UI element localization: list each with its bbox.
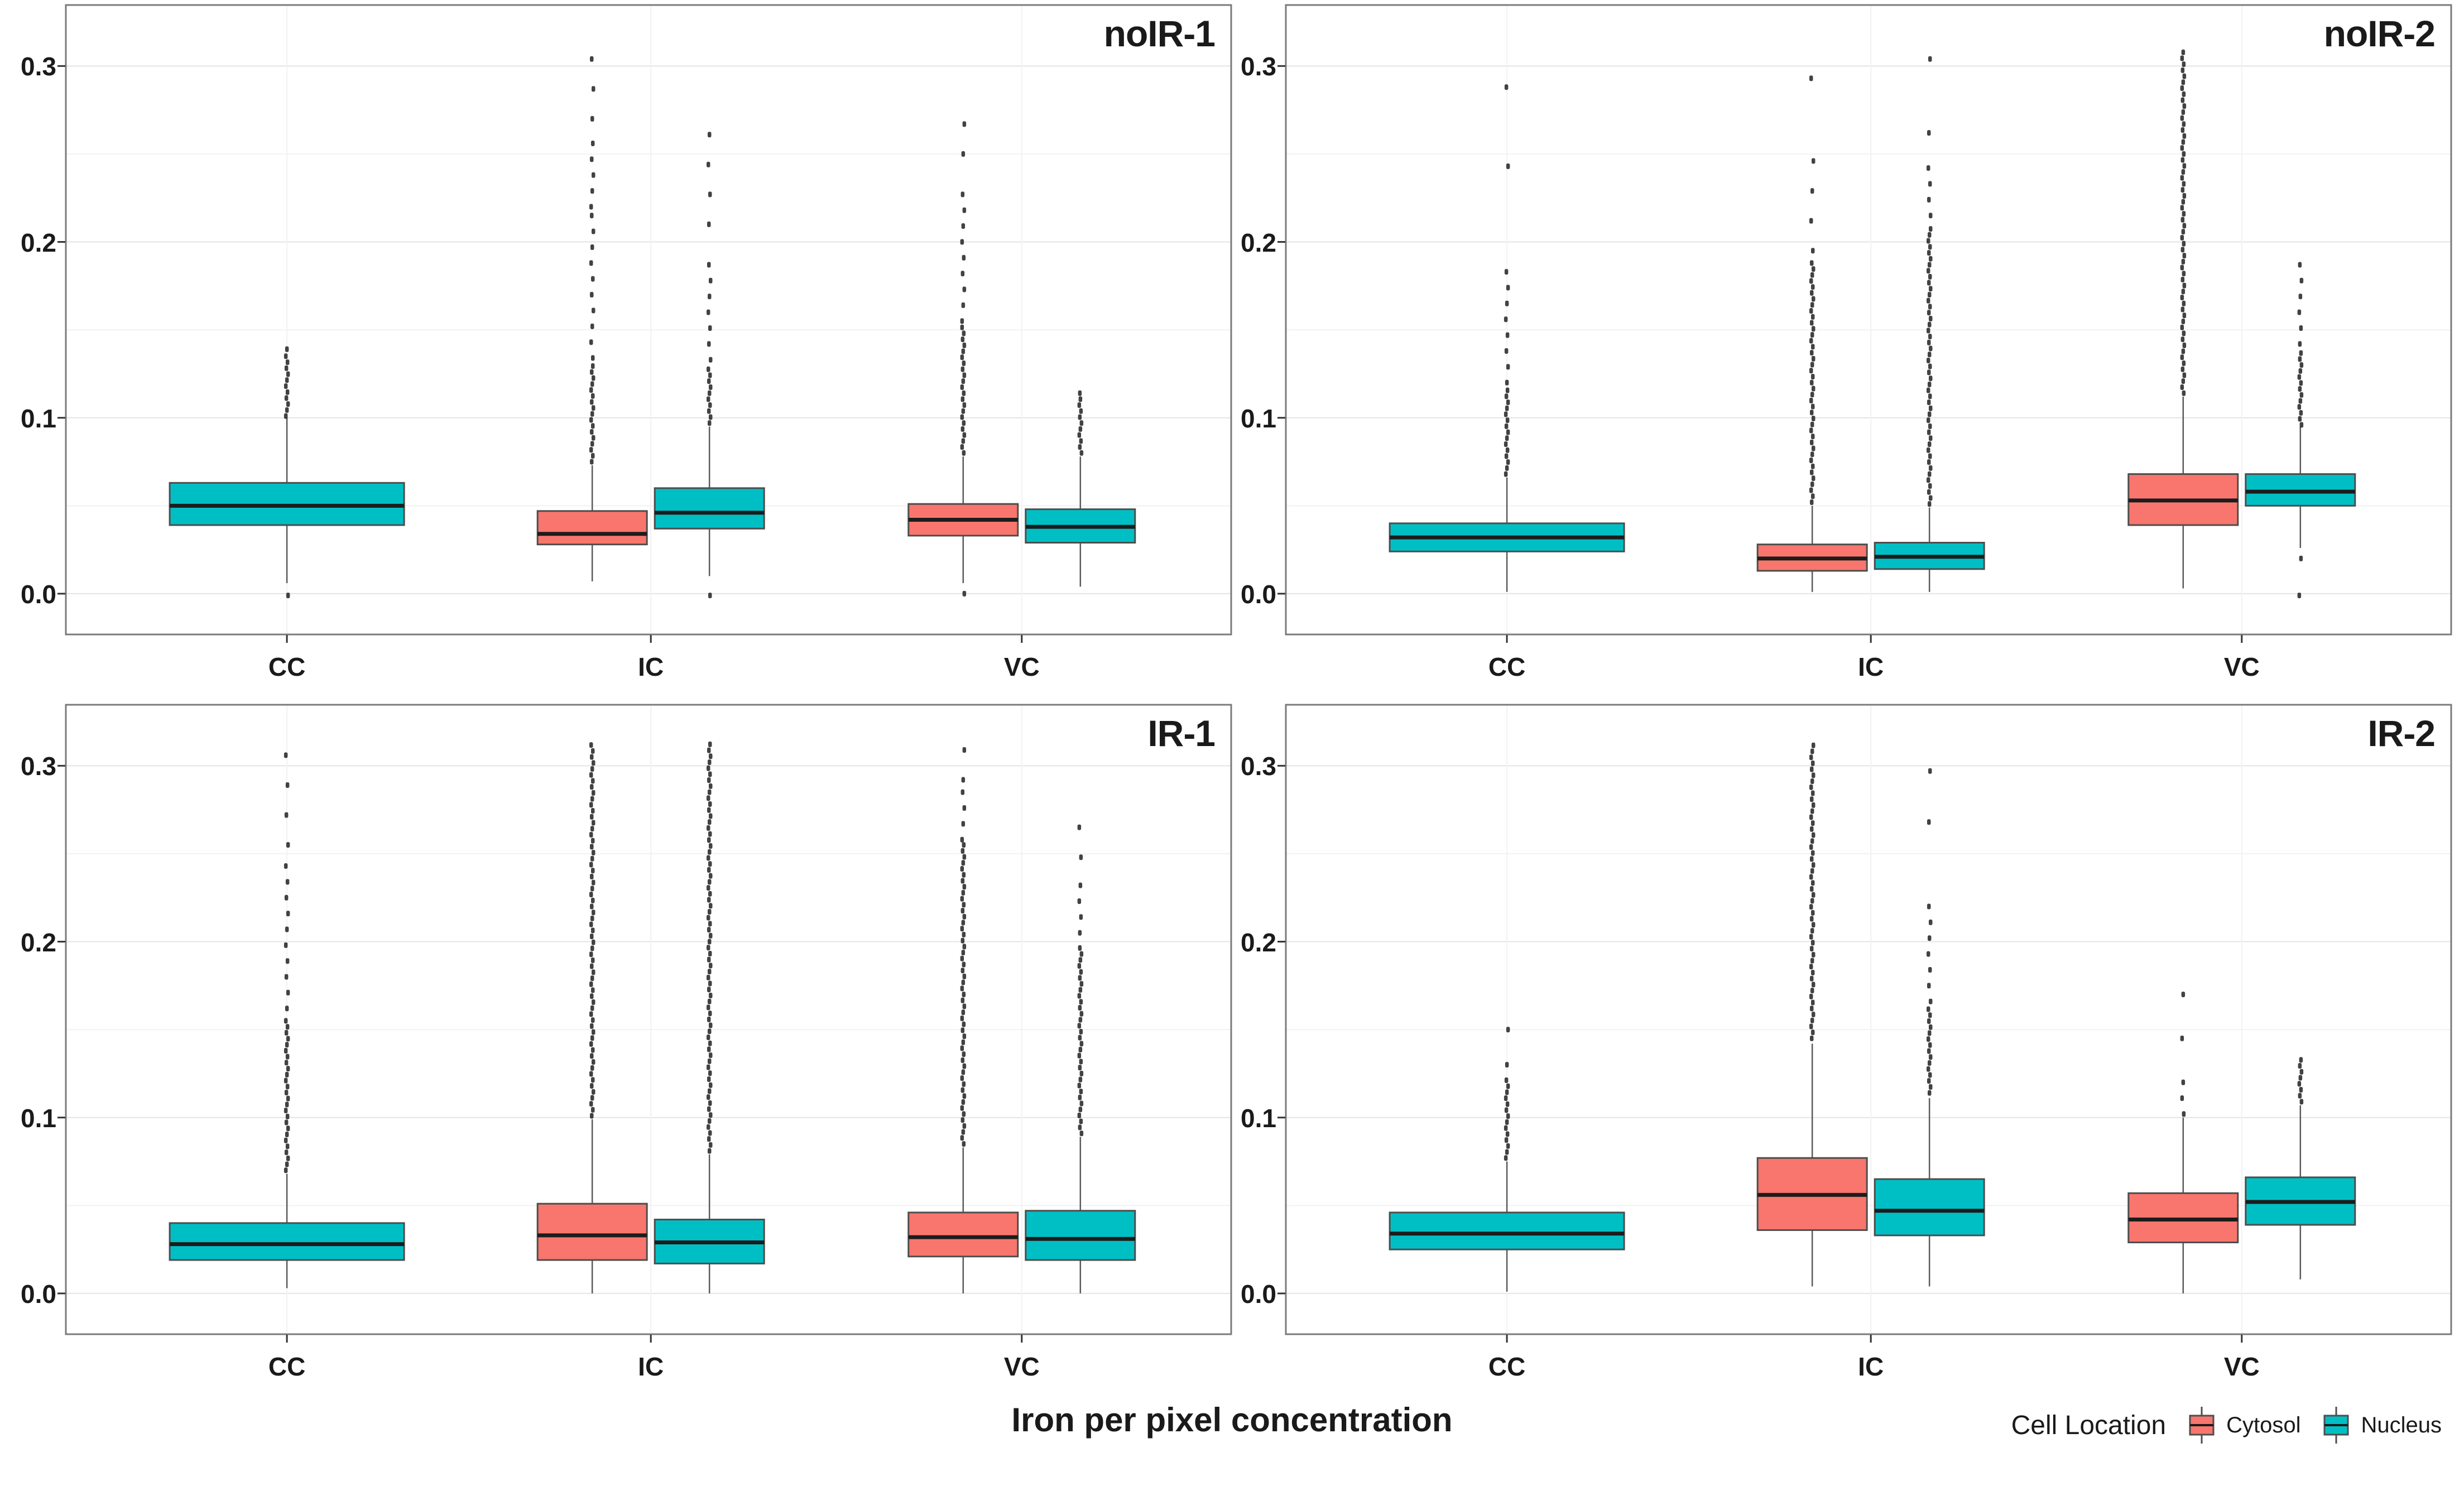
- panel-IR-2: IR-2 0.0 0.1 0.2 0.3 CC IC VC: [1232, 704, 2463, 1391]
- box-nucleus-VC: [2245, 262, 2356, 599]
- y-tick-label: 0.0: [21, 1279, 56, 1309]
- legend-label-cytosol: Cytosol: [2226, 1412, 2301, 1437]
- outliers: [1077, 824, 1084, 1137]
- box-cytosol-IC: [536, 56, 648, 581]
- legend-item-cytosol: Cytosol: [2186, 1405, 2300, 1445]
- box-cytosol-VC: [2127, 49, 2239, 589]
- outliers: [960, 747, 967, 1147]
- panel-noIR-2: noIR-2 0.0 0.1 0.2 0.3 CC IC VC: [1232, 4, 2463, 704]
- outliers: [706, 132, 713, 599]
- box-nucleus-CC: [1389, 1027, 1625, 1292]
- box-cytosol-IC: [1756, 742, 1868, 1287]
- panel-title-IR-2: IR-2: [2367, 713, 2436, 754]
- box-nucleus-IC: [1874, 56, 1985, 592]
- x-tick-label: VC: [2223, 652, 2260, 681]
- x-tick-label: CC: [268, 1352, 306, 1381]
- outliers: [589, 742, 595, 1119]
- plot-area-IR-1: [57, 704, 1232, 1343]
- y-tick-label: 0.1: [21, 403, 56, 433]
- y-tick-label: 0.1: [1241, 403, 1276, 433]
- outliers: [1504, 1027, 1510, 1161]
- legend: Cell Location Cytosol Nucleus: [2011, 1405, 2442, 1445]
- x-tick-label: IC: [638, 652, 664, 681]
- box-nucleus-CC: [1389, 84, 1625, 592]
- box-nucleus-IC: [1874, 768, 1985, 1287]
- y-tick-label: 0.2: [1241, 228, 1276, 257]
- y-tick-label: 0.2: [21, 927, 56, 957]
- y-tick-label: 0.2: [21, 228, 56, 257]
- panel-title-noIR-2: noIR-2: [2323, 13, 2436, 54]
- box-cytosol-VC: [2127, 992, 2239, 1293]
- x-tick-label: CC: [1488, 652, 1526, 681]
- x-tick-label: IC: [1858, 1352, 1884, 1381]
- outliers: [1077, 390, 1084, 456]
- box-nucleus-CC: [169, 752, 405, 1288]
- x-tick-label: IC: [1858, 652, 1884, 681]
- box-nucleus-VC: [1025, 824, 1136, 1293]
- box-nucleus-IC: [654, 741, 765, 1293]
- y-tick-label: 0.3: [1241, 52, 1276, 81]
- outliers: [960, 121, 967, 597]
- y-tick-label: 0.0: [1241, 579, 1276, 609]
- outliers: [1926, 56, 1933, 507]
- outliers: [589, 56, 595, 465]
- y-tick-label: 0.1: [1241, 1103, 1276, 1133]
- box-nucleus-IC: [654, 132, 765, 599]
- plot-area-noIR-2: [1277, 4, 2452, 643]
- outliers: [1809, 742, 1815, 1041]
- box-cytosol-IC: [1756, 75, 1868, 592]
- x-tick-label: VC: [2223, 1352, 2260, 1381]
- y-tick-label: 0.3: [1241, 752, 1276, 781]
- box-cytosol-VC: [907, 747, 1019, 1293]
- plot-area-IR-2: [1277, 704, 2452, 1343]
- panel-title-noIR-1: noIR-1: [1103, 13, 1216, 54]
- y-tick-label: 0.2: [1241, 927, 1276, 957]
- plot-area-noIR-1: [57, 4, 1232, 643]
- panel-row-top: noIR-1 0.0 0.1 0.2 0.3 CC IC VC noIR-2 0.0 0.1 0…: [0, 4, 2464, 704]
- legend-label-nucleus: Nucleus: [2361, 1412, 2442, 1437]
- x-tick-label: CC: [268, 652, 306, 681]
- x-tick-label: VC: [1003, 1352, 1040, 1381]
- box-nucleus-VC: [1025, 390, 1136, 587]
- boxplot-glyph-nucleus-icon: [2323, 1407, 2349, 1444]
- box-nucleus-CC: [169, 346, 405, 599]
- outliers: [2297, 1057, 2304, 1105]
- outliers: [706, 741, 713, 1154]
- y-tick-label: 0.0: [21, 579, 56, 609]
- panel-IR-1: IR-1 0.0 0.1 0.2 0.3 CC IC VC: [0, 704, 1232, 1391]
- x-tick-label: IC: [638, 1352, 664, 1381]
- boxplot-glyph-cytosol-icon: [2189, 1407, 2215, 1444]
- legend-item-nucleus: Nucleus: [2321, 1405, 2442, 1445]
- x-tick-label: CC: [1488, 1352, 1526, 1381]
- x-axis-title: Iron per pixel concentration: [1011, 1401, 1453, 1439]
- y-tick-label: 0.3: [21, 52, 56, 81]
- legend-title: Cell Location: [2011, 1410, 2167, 1440]
- y-tick-label: 0.3: [21, 752, 56, 781]
- outliers: [1926, 768, 1933, 1096]
- y-tick-label: 0.1: [21, 1103, 56, 1133]
- boxplot-figure: noIR-1 0.0 0.1 0.2 0.3 CC IC VC noIR-2 0.0 0.1 0…: [0, 4, 2464, 1444]
- y-tick-label: 0.0: [1241, 1279, 1276, 1309]
- box-cytosol-IC: [536, 742, 648, 1293]
- panel-row-bottom: IR-1 0.0 0.1 0.2 0.3 CC IC VC IR-2 0.0 0.1 0.2 0.…: [0, 704, 2464, 1391]
- outliers: [284, 346, 290, 599]
- box-nucleus-VC: [2245, 1057, 2356, 1280]
- panel-noIR-1: noIR-1 0.0 0.1 0.2 0.3 CC IC VC: [0, 4, 1232, 704]
- figure-footer: Iron per pixel concentration Cell Locati…: [0, 1391, 2464, 1491]
- outliers: [1809, 75, 1815, 506]
- box-cytosol-VC: [907, 121, 1019, 597]
- x-tick-label: VC: [1003, 652, 1040, 681]
- outliers: [2180, 992, 2186, 1117]
- outliers: [1504, 84, 1510, 477]
- outliers: [2180, 49, 2187, 396]
- panel-title-IR-1: IR-1: [1147, 713, 1216, 754]
- outliers: [2297, 262, 2304, 599]
- outliers: [284, 752, 290, 1173]
